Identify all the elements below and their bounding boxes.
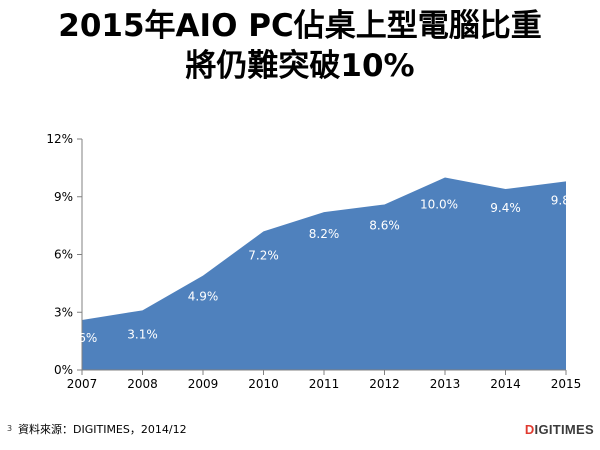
- data-label: 8.2%: [309, 227, 340, 241]
- data-label: 9.4%: [490, 201, 521, 215]
- x-tick-label: 2011: [309, 377, 340, 391]
- y-tick-label: 3%: [54, 305, 73, 319]
- footer: 3 資料來源：DIGITIMES，2014/12 DIGITIMES: [0, 420, 600, 450]
- source-note: 資料來源：DIGITIMES，2014/12: [18, 423, 187, 436]
- data-label: 3.1%: [127, 327, 158, 341]
- x-tick-label: 2008: [127, 377, 158, 391]
- x-tick-label: 2009: [188, 377, 219, 391]
- logo-letter-d: D: [524, 422, 535, 437]
- x-tick-label: 2013: [430, 377, 461, 391]
- x-tick-label: 2014: [490, 377, 521, 391]
- title-line-2: 將仍難突破10%: [185, 48, 415, 84]
- data-label: 2.6%: [67, 331, 98, 345]
- area-series: [82, 177, 566, 370]
- x-tick-label: 2010: [248, 377, 279, 391]
- digitimes-logo: DIGITIMES: [525, 422, 594, 437]
- data-label: 8.6%: [369, 218, 400, 232]
- x-tick-label: 2007: [67, 377, 98, 391]
- data-label: 4.9%: [188, 290, 219, 304]
- logo-text: IGITIMES: [534, 422, 594, 437]
- data-label: 9.8%: [551, 193, 582, 207]
- y-tick-label: 12%: [46, 132, 73, 146]
- data-label: 7.2%: [248, 248, 279, 262]
- x-tick-label: 2012: [369, 377, 400, 391]
- x-tick-label: 2015: [551, 377, 582, 391]
- chart-title: 2015年AIO PC佔桌上型電腦比重 將仍難突破10%: [0, 6, 600, 86]
- title-line-1: 2015年AIO PC佔桌上型電腦比重: [58, 8, 542, 44]
- y-tick-label: 0%: [54, 363, 73, 377]
- data-label: 10.0%: [420, 198, 458, 212]
- page-number: 3: [7, 424, 13, 433]
- y-tick-label: 6%: [54, 248, 73, 262]
- y-tick-label: 9%: [54, 190, 73, 204]
